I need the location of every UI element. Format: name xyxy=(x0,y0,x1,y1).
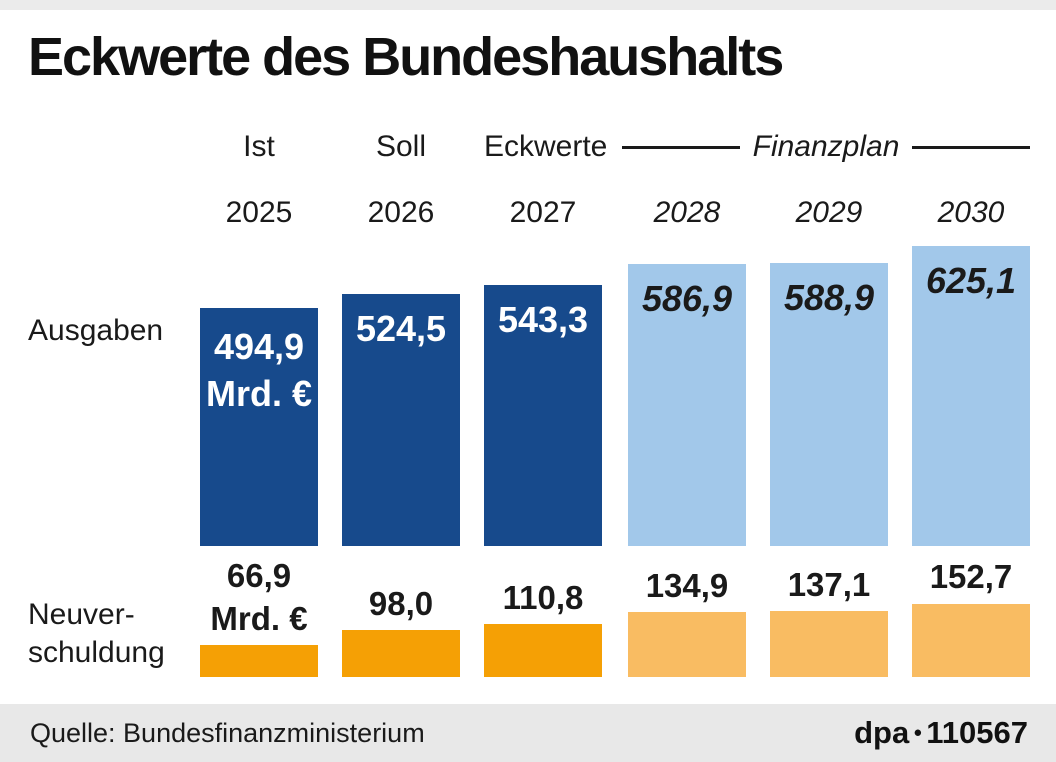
year-label-2026: 2026 xyxy=(367,196,435,229)
top-strip xyxy=(0,0,1056,10)
row-label-neuverschuldung: Neuver- schuldung xyxy=(28,596,165,672)
period-header-soll: Soll xyxy=(375,130,427,163)
ausgaben-bar-2028 xyxy=(628,264,746,546)
ausgaben-value-label-2026: 524,5 xyxy=(355,308,447,350)
ausgaben-bar-2029 xyxy=(770,263,888,546)
neuverschuldung-value-label-2027: 110,8 xyxy=(502,578,584,616)
ausgaben-unit-label: Mrd. € xyxy=(205,372,312,414)
graphic-number: 110567 xyxy=(926,715,1028,750)
dpa-logo: dpa xyxy=(854,715,910,750)
ausgaben-bar-2030 xyxy=(912,245,1030,546)
neuverschuldung-bar-2025 xyxy=(200,644,318,677)
page-title: Eckwerte des Bundeshaushalts xyxy=(28,27,784,87)
year-label-2027: 2027 xyxy=(509,196,577,229)
year-label-2028: 2028 xyxy=(653,196,721,229)
footer-bar: Quelle: Bundesfinanzministerium dpa ● 11… xyxy=(0,704,1056,762)
ausgaben-value-label-2025: 494,9 Mrd. € xyxy=(200,324,318,416)
ausgaben-bar-2026 xyxy=(342,294,460,546)
neuverschuldung-value-label-2030: 152,7 xyxy=(929,558,1013,596)
finanzplan-left-rule xyxy=(622,145,740,149)
dpa-credit: dpa ● 110567 xyxy=(854,704,1028,762)
neuverschuldung-value-label-2029: 137,1 xyxy=(787,565,871,603)
neuverschuldung-value-label-2026: 98,0 xyxy=(368,584,434,622)
ausgaben-value-label-2030: 625,1 xyxy=(925,259,1017,301)
row-label-ausgaben: Ausgaben xyxy=(28,314,164,347)
year-label-2029: 2029 xyxy=(795,196,863,229)
period-header-finanzplan: Finanzplan xyxy=(752,130,900,163)
ausgaben-value-label-2027: 543,3 xyxy=(497,299,589,341)
ausgaben-bar-2025 xyxy=(200,308,318,546)
neuverschuldung-bar-2026 xyxy=(342,629,460,677)
row-label-neuverschuldung-line2: schuldung xyxy=(28,636,165,669)
period-header-eckwerte: Eckwerte xyxy=(484,130,608,163)
finanzplan-header-group: Finanzplan xyxy=(622,128,1031,166)
neuverschuldung-bar-2030 xyxy=(912,603,1030,677)
ausgaben-bar-2027 xyxy=(484,285,602,546)
neuverschuldung-bar-2029 xyxy=(770,611,888,677)
neuverschuldung-unit-label: Mrd. € xyxy=(210,599,308,637)
neuverschuldung-value-label-2028: 134,9 xyxy=(645,567,729,605)
year-label-2030: 2030 xyxy=(937,196,1005,229)
neuverschuldung-bar-2028 xyxy=(628,612,746,677)
finanzplan-right-rule xyxy=(912,145,1031,149)
source-text: Quelle: Bundesfinanzministerium xyxy=(30,718,425,748)
neuverschuldung-bar-2027 xyxy=(484,623,602,677)
ausgaben-value-label-2029: 588,9 xyxy=(783,277,875,319)
neuverschuldung-value-label-2025: 66,9 Mrd. € xyxy=(200,555,318,639)
ausgaben-value-label-2028: 586,9 xyxy=(641,278,733,320)
period-header-ist: Ist xyxy=(243,130,275,163)
dpa-logo-dot: ● xyxy=(913,724,923,741)
row-label-neuverschuldung-line1: Neuver- xyxy=(28,598,135,631)
year-label-2025: 2025 xyxy=(225,196,293,229)
